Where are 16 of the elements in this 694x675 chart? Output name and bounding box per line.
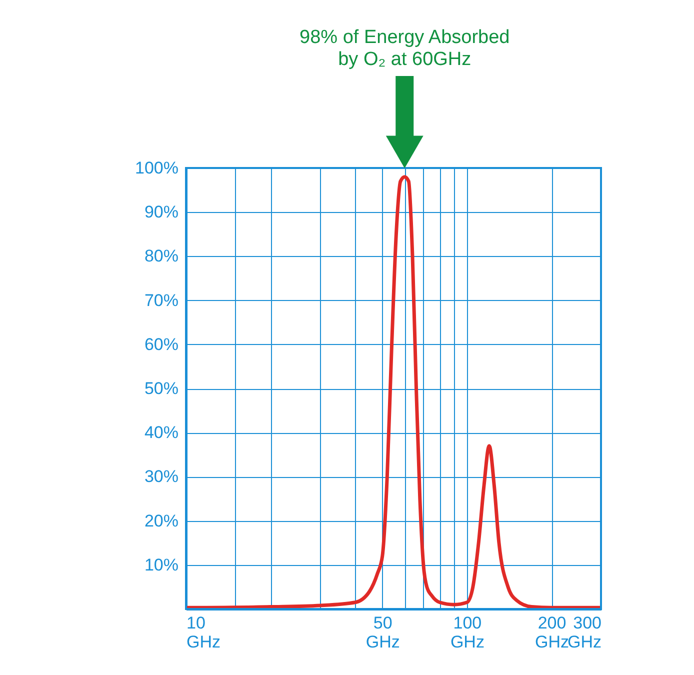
x-tick-label: 300 GHz — [568, 614, 602, 652]
y-tick-label: 50% — [144, 379, 178, 398]
y-tick-label: 10% — [144, 555, 178, 574]
x-tick-label: 50 GHz — [366, 614, 400, 652]
y-tick-label: 80% — [144, 246, 178, 266]
y-tick-label: 70% — [144, 290, 178, 310]
y-tick-label: 90% — [144, 202, 178, 222]
text: 98% of Energy Absorbed by O₂ at 60GHz — [300, 27, 510, 70]
y-tick-label: 60% — [144, 334, 178, 354]
x-tick-label: 200 GHz — [535, 614, 570, 652]
y-tick-label: 100% — [135, 158, 178, 178]
x-tick-label: 10 GHz — [186, 614, 220, 652]
y-tick-label: 40% — [144, 423, 178, 442]
x-tick-label: 100 GHz — [450, 614, 484, 652]
y-tick-label: 20% — [144, 511, 178, 530]
y-tick-label: 30% — [144, 467, 178, 486]
